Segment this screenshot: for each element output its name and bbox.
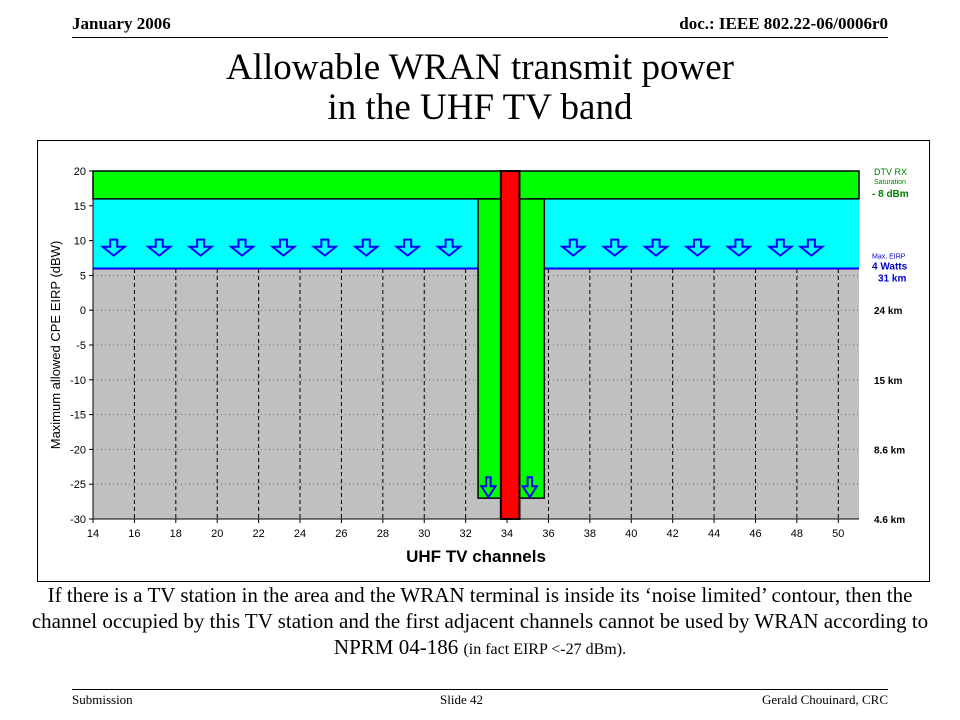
slide-caption: If there is a TV station in the area and… xyxy=(20,582,940,663)
caption-main: If there is a TV station in the area and… xyxy=(31,583,929,659)
dtv-label-3: - 8 dBm xyxy=(872,189,909,200)
y-tick-label: 20 xyxy=(74,166,86,178)
distance-label: 15 km xyxy=(874,376,902,387)
chart-frame: 20 15 10 5 0 -5 -10 -15 -20 -25 -30 14 16 18 20 22 24 26 2… xyxy=(37,140,930,582)
adjacent-down-arrow-icon xyxy=(479,476,498,500)
x-tick-label: 26 xyxy=(335,528,347,540)
down-arrow-icon xyxy=(559,238,588,257)
footer-author: Gerald Chouinard, CRC xyxy=(761,692,888,707)
eirp-label-2: 4 Watts xyxy=(872,261,908,272)
x-tick-label: 20 xyxy=(211,528,223,540)
y-tick-label: 10 xyxy=(74,236,86,248)
header-doc-number: doc.: IEEE 802.22-06/0006r0 xyxy=(679,14,888,33)
y-tick-label: -15 xyxy=(70,410,86,422)
x-axis-label: UHF TV channels xyxy=(406,547,546,566)
allowed-power-band xyxy=(93,198,859,269)
down-arrow-icon xyxy=(642,238,670,257)
down-arrow-icon xyxy=(352,238,381,257)
x-tick-label: 28 xyxy=(377,528,389,540)
adjacent-down-arrow-icon xyxy=(521,476,539,500)
x-tick-label: 34 xyxy=(501,528,513,540)
dtv-label-2: Saturation xyxy=(874,179,906,186)
down-arrow-icon xyxy=(186,238,215,257)
x-tick-label: 50 xyxy=(832,528,844,540)
y-tick-label: -10 xyxy=(70,375,86,387)
distance-label: 4.6 km xyxy=(874,515,905,526)
y-tick-label: -5 xyxy=(76,340,86,352)
down-arrow-icon xyxy=(99,238,128,257)
y-tick-label: -30 xyxy=(70,514,86,526)
distance-label: 8.6 km xyxy=(874,445,905,456)
title-line-1: Allowable WRAN transmit power xyxy=(226,47,734,88)
down-arrow-icon xyxy=(269,238,298,257)
x-tick-label: 14 xyxy=(87,528,99,540)
x-tick-label: 40 xyxy=(625,528,637,540)
y-tick-label: 15 xyxy=(74,201,86,213)
x-tick-label: 22 xyxy=(252,528,264,540)
x-tick-label: 38 xyxy=(584,528,596,540)
header-rule xyxy=(72,37,888,38)
x-tick-label: 32 xyxy=(460,528,472,540)
down-arrow-icon xyxy=(683,238,712,257)
y-tick-label: -20 xyxy=(70,444,86,456)
x-tick-label: 18 xyxy=(170,528,182,540)
eirp-label-3: 31 km xyxy=(878,273,906,284)
occupied-channel-bar xyxy=(499,170,521,520)
footer-slide-number: Slide 42 xyxy=(440,692,483,707)
down-arrow-icon xyxy=(766,238,795,257)
x-tick-label: 24 xyxy=(294,528,306,540)
down-arrow-icon xyxy=(393,238,422,257)
x-tick-label: 42 xyxy=(667,528,679,540)
down-arrow-icon xyxy=(311,238,339,257)
down-arrow-icon xyxy=(600,238,629,257)
down-arrow-icon xyxy=(725,238,753,257)
x-tick-label: 48 xyxy=(791,528,803,540)
down-arrow-icon xyxy=(228,238,256,257)
caption-note: (in fact EIRP <-27 dBm). xyxy=(463,641,627,658)
footer-rule xyxy=(72,689,888,690)
dtv-label-1: DTV RX xyxy=(874,167,907,177)
x-tick-label: 44 xyxy=(708,528,720,540)
dtv-saturation-band xyxy=(92,170,860,200)
distance-label: 24 km xyxy=(874,306,902,317)
y-tick-label: 0 xyxy=(80,305,86,317)
down-arrow-icon xyxy=(145,238,174,257)
title-line-2: in the UHF TV band xyxy=(327,87,633,128)
y-axis-label: Maximum allowed CPE EIRP (dBW) xyxy=(48,241,63,450)
down-arrow-icon xyxy=(435,238,463,257)
x-tick-label: 16 xyxy=(128,528,140,540)
y-tick-label: -25 xyxy=(70,479,86,491)
header-date: January 2006 xyxy=(72,14,171,33)
down-arrow-icon xyxy=(797,238,826,257)
y-tick-label: 5 xyxy=(80,270,86,282)
eirp-label-1: Max. EIRP xyxy=(872,253,906,260)
x-tick-label: 46 xyxy=(749,528,761,540)
footer-submission: Submission xyxy=(72,692,133,707)
x-tick-label: 36 xyxy=(542,528,554,540)
x-tick-label: 30 xyxy=(418,528,430,540)
slide-title: Allowable WRAN transmit power in the UHF… xyxy=(72,48,888,128)
